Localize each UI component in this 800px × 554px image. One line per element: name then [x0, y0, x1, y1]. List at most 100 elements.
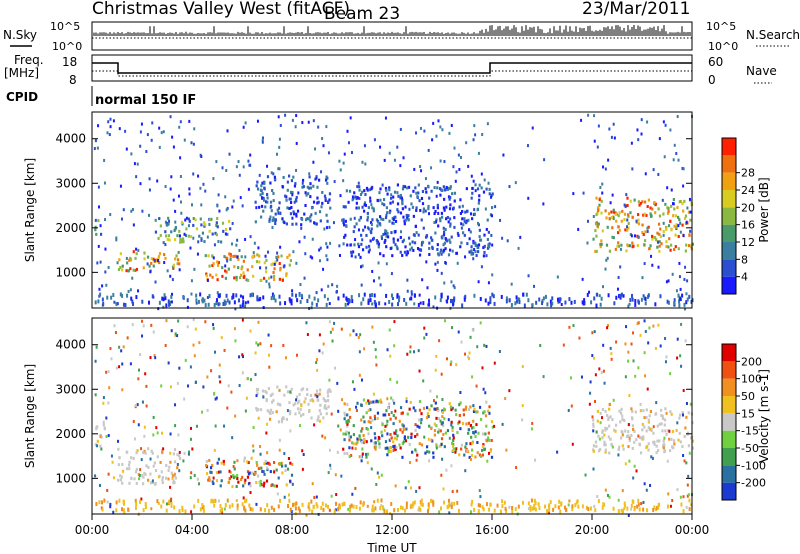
data-cell [425, 332, 428, 336]
data-cell [436, 206, 439, 210]
data-cell [447, 186, 450, 190]
data-cell [301, 121, 304, 125]
data-cell [424, 209, 427, 213]
data-cell [631, 241, 634, 245]
data-cell [656, 505, 659, 510]
data-cell [278, 137, 281, 141]
data-cell [96, 146, 99, 150]
data-cell [315, 174, 318, 178]
data-cell [301, 449, 304, 453]
data-cell [430, 498, 433, 503]
data-cell [436, 243, 439, 247]
data-cell [434, 231, 437, 235]
data-cell [174, 209, 177, 213]
data-cell [399, 196, 402, 200]
data-cell [301, 387, 305, 391]
data-cell [318, 409, 321, 413]
data-cell [489, 449, 492, 453]
data-cell [455, 363, 458, 367]
data-cell [272, 278, 276, 282]
data-cell [273, 470, 276, 474]
data-cell [207, 254, 210, 258]
data-cell [337, 424, 340, 428]
data-cell [379, 398, 382, 402]
data-cell [559, 297, 562, 302]
data-cell [486, 218, 489, 222]
data-cell [417, 191, 420, 195]
data-cell [321, 190, 324, 194]
data-cell [246, 470, 250, 474]
data-cell [327, 504, 330, 509]
data-cell [453, 191, 457, 195]
data-cell [515, 299, 518, 304]
data-cell [612, 506, 615, 511]
data-cell [620, 436, 623, 440]
data-cell [180, 240, 183, 244]
data-cell [192, 343, 195, 347]
data-cell [463, 453, 466, 457]
data-cell [236, 477, 239, 481]
data-cell [298, 392, 301, 396]
data-cell [675, 225, 678, 229]
data-cell [154, 280, 157, 284]
data-cell [636, 322, 639, 326]
data-cell [595, 444, 598, 448]
data-cell [396, 191, 399, 195]
data-cell [295, 293, 298, 298]
data-cell [328, 378, 331, 382]
data-cell [476, 187, 480, 191]
data-cell [182, 459, 185, 463]
colorbar-tick-label: 16 [741, 219, 755, 232]
data-cell [433, 433, 437, 437]
data-cell [480, 265, 483, 269]
data-cell [661, 414, 664, 418]
data-cell [526, 144, 529, 148]
data-cell [350, 151, 353, 155]
data-cell [627, 222, 630, 226]
data-cell [207, 302, 210, 307]
data-cell [665, 240, 668, 244]
data-cell [287, 504, 290, 509]
data-cell [651, 237, 654, 241]
data-cell [128, 460, 131, 464]
data-cell [686, 297, 689, 302]
data-cell [477, 431, 480, 435]
data-cell [141, 473, 144, 477]
data-cell [530, 498, 533, 503]
nsky-panel: N.Sky 10^5 10^0 10^5 10^0 N.Search [3, 20, 800, 53]
data-cell [286, 206, 289, 210]
data-cell [685, 220, 688, 224]
data-cell [265, 461, 268, 465]
data-cell [543, 158, 546, 162]
data-cell [429, 236, 433, 240]
data-cell [418, 248, 421, 252]
data-cell [219, 380, 222, 384]
data-cell [367, 420, 370, 424]
data-cell [292, 250, 295, 254]
data-cell [421, 202, 425, 206]
data-cell [568, 499, 571, 503]
data-cell [344, 205, 347, 209]
data-cell [174, 220, 177, 224]
data-cell [472, 241, 475, 245]
data-cell [307, 504, 310, 509]
data-cell [178, 454, 181, 458]
data-cell [373, 414, 376, 418]
data-cell [96, 439, 99, 443]
data-cell [514, 507, 517, 512]
data-cell [187, 384, 190, 388]
data-cell [621, 414, 624, 418]
data-cell [135, 501, 138, 506]
data-cell [173, 474, 176, 478]
data-cell [447, 498, 450, 503]
data-cell [203, 240, 206, 244]
data-cell [269, 408, 273, 412]
data-cell [529, 505, 532, 510]
data-cell [630, 433, 633, 437]
data-cell [172, 479, 175, 483]
data-cell [162, 130, 165, 134]
data-cell [154, 356, 157, 360]
data-cell [162, 241, 165, 245]
data-cell [685, 300, 688, 305]
data-cell [424, 177, 427, 181]
